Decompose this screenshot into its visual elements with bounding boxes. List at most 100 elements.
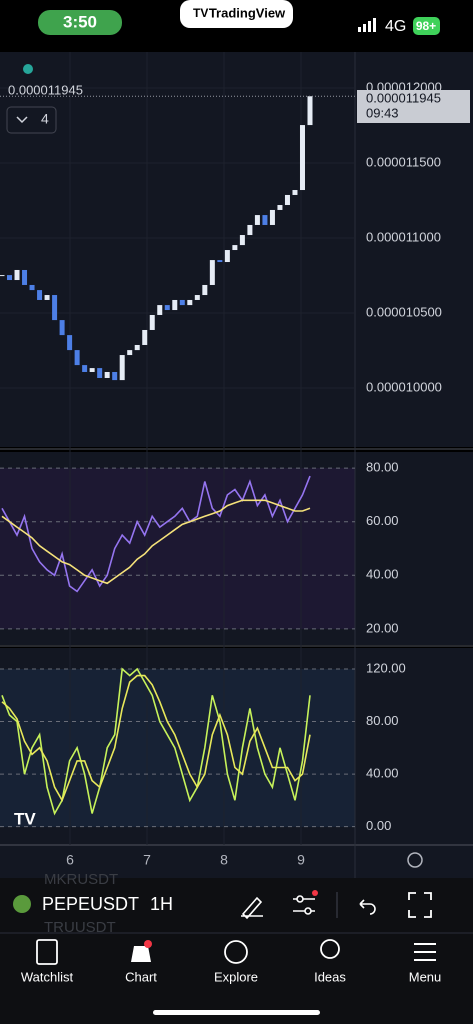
- candle: [89, 368, 95, 372]
- y-tick-label: 0.000011000: [366, 229, 441, 244]
- candle: [179, 299, 185, 306]
- alert-dot: [312, 890, 318, 896]
- price-tag: [357, 90, 470, 123]
- app-logo: TV: [193, 6, 208, 20]
- candle: [284, 194, 290, 206]
- y-tick-label: 80.00: [366, 713, 399, 728]
- nav-bar: [0, 933, 473, 1024]
- candle: [262, 215, 268, 225]
- candle: [104, 371, 110, 378]
- candle: [0, 275, 5, 277]
- candle: [254, 215, 260, 225]
- nav-label[interactable]: Menu: [409, 969, 442, 984]
- candle: [127, 350, 133, 356]
- y-tick-label: 0.000010000: [366, 379, 442, 394]
- y-tick-label: 20.00: [366, 620, 399, 635]
- chart-icon[interactable]: [131, 946, 151, 962]
- candle: [209, 260, 215, 285]
- candle: [97, 368, 103, 378]
- indicator-line: [1, 475, 311, 593]
- candle: [67, 335, 73, 351]
- nav-label[interactable]: Explore: [214, 969, 258, 984]
- indicator-count: 4: [41, 111, 49, 127]
- interval[interactable]: 1H: [150, 894, 173, 914]
- x-tick-label: 8: [220, 852, 228, 868]
- candle: [157, 305, 163, 315]
- candle: [277, 205, 283, 210]
- draw-icon[interactable]: [241, 896, 263, 920]
- indicator-line: [1, 499, 311, 585]
- y-tick-label: 0.00: [366, 818, 391, 833]
- indicator-toggle[interactable]: [6, 106, 57, 134]
- candle: [299, 125, 305, 191]
- y-tick-label: 0.000011500: [366, 154, 441, 169]
- candle: [134, 344, 140, 351]
- candle: [164, 305, 170, 311]
- price-tag-countdown: 09:43: [366, 105, 399, 120]
- candle: [149, 314, 155, 330]
- candle: [202, 284, 208, 296]
- candle: [232, 245, 238, 251]
- indicator-line: [1, 674, 311, 803]
- y-tick-label: 60.00: [366, 513, 399, 528]
- rsi-band: [0, 468, 355, 629]
- y-tick-label: 120.00: [366, 660, 406, 675]
- fullscreen-icon[interactable]: [408, 892, 432, 918]
- candle: [187, 299, 193, 306]
- candle: [14, 269, 20, 281]
- candle: [292, 190, 298, 195]
- candle: [172, 299, 178, 311]
- battery-level: 98+: [416, 19, 436, 33]
- symbol[interactable]: PEPEUSDT: [42, 894, 139, 914]
- candle: [307, 96, 313, 126]
- candle: [239, 235, 245, 246]
- nav-label[interactable]: Watchlist: [21, 969, 74, 984]
- ghost-symbol: TRUUSDT: [44, 919, 116, 936]
- indicators-icon[interactable]: [293, 895, 315, 915]
- explore-icon[interactable]: [224, 940, 248, 964]
- candle: [269, 209, 275, 225]
- candle: [142, 329, 148, 345]
- chart-badge: [144, 940, 152, 948]
- candle: [119, 355, 125, 381]
- time-pill: [38, 10, 122, 35]
- y-tick-label: 80.00: [366, 460, 399, 475]
- indicator-line: [1, 667, 311, 816]
- candle: [194, 295, 200, 300]
- nav-label[interactable]: Chart: [125, 969, 157, 984]
- home-indicator: [153, 1010, 320, 1015]
- signal-icon: [358, 18, 376, 32]
- nav-label[interactable]: Ideas: [314, 969, 346, 984]
- chevron: [16, 116, 28, 124]
- candle: [52, 295, 58, 321]
- settings-icon[interactable]: [407, 852, 423, 868]
- ghost-symbol: MKRUSDT: [44, 871, 118, 888]
- y-tick-label: 40.00: [366, 766, 399, 781]
- candle: [112, 371, 118, 381]
- network: 4G: [385, 18, 406, 35]
- status-time: 3:50: [63, 12, 97, 31]
- x-tick-label: 9: [297, 852, 305, 868]
- stoch-band: [0, 669, 355, 827]
- y-tick-label: 0.000010500: [366, 304, 442, 319]
- candle: [44, 295, 50, 300]
- candle: [29, 284, 35, 291]
- x-tick-label: 6: [66, 852, 74, 868]
- candle: [37, 290, 43, 300]
- watchlist-icon[interactable]: [36, 939, 58, 965]
- candle: [82, 365, 88, 372]
- x-tick-label: 7: [143, 852, 151, 868]
- time-axis: [0, 845, 473, 878]
- app-name: TradingView: [209, 5, 286, 20]
- undo-icon[interactable]: [359, 899, 376, 915]
- candle: [7, 275, 13, 281]
- ideas-icon[interactable]: [320, 939, 340, 959]
- candle: [224, 250, 230, 263]
- tv-watermark: TV: [14, 809, 36, 828]
- menu-icon[interactable]: [414, 943, 436, 961]
- app-pill: [180, 0, 293, 28]
- candle: [247, 224, 253, 236]
- last-price-label: 0.000011945: [8, 82, 83, 97]
- candle: [22, 269, 28, 285]
